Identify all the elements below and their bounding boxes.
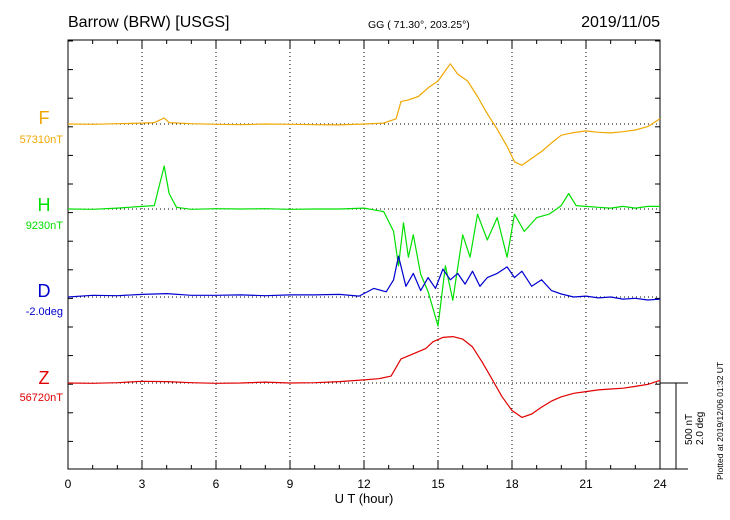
date: 2019/11/05 [581, 14, 660, 31]
coordinates: GG ( 71.30°, 203.25°) [368, 19, 470, 31]
trace-D [67, 255, 661, 301]
traces [67, 63, 661, 418]
component-labels: F 57310nT H 9230nT D -2.0deg Z 56720nT [20, 108, 64, 404]
scale-nt-label: 500 nT [684, 414, 695, 445]
x-tick-label-6: 6 [213, 477, 220, 491]
x-tick-label-21: 21 [579, 477, 593, 491]
x-tick-label-0: 0 [65, 477, 72, 491]
series-baseline-H: 9230nT [26, 220, 64, 232]
trace-Z [67, 336, 661, 418]
station-title: Barrow (BRW) [USGS] [68, 14, 230, 31]
x-tick-label-3: 3 [139, 477, 146, 491]
series-baseline-Z: 56720nT [20, 392, 64, 404]
scale-deg-label: 2.0 deg [695, 412, 706, 445]
x-tick-label-12: 12 [357, 477, 371, 491]
x-tick-label-24: 24 [653, 477, 667, 491]
x-axis-label: U T (hour) [335, 491, 394, 506]
plotted-timestamp: Plotted at 2019/12/06 01:32 UT [715, 362, 725, 480]
x-tick-label-18: 18 [505, 477, 519, 491]
scale-bar [660, 382, 688, 470]
series-label-Z: Z [39, 368, 50, 388]
x-tick-label-9: 9 [287, 477, 294, 491]
vertical-grid [141, 40, 587, 469]
series-baseline-D: -2.0deg [26, 306, 63, 318]
series-label-D: D [38, 281, 51, 301]
series-label-F: F [39, 108, 50, 128]
series-baseline-F: 57310nT [20, 134, 64, 146]
trace-F [67, 63, 661, 166]
y-tick-marks [68, 40, 660, 442]
x-ticks: 0 3 6 9 12 15 18 21 24 [65, 40, 667, 491]
series-label-H: H [38, 195, 51, 215]
trace-H [67, 165, 660, 327]
x-tick-label-15: 15 [431, 477, 445, 491]
